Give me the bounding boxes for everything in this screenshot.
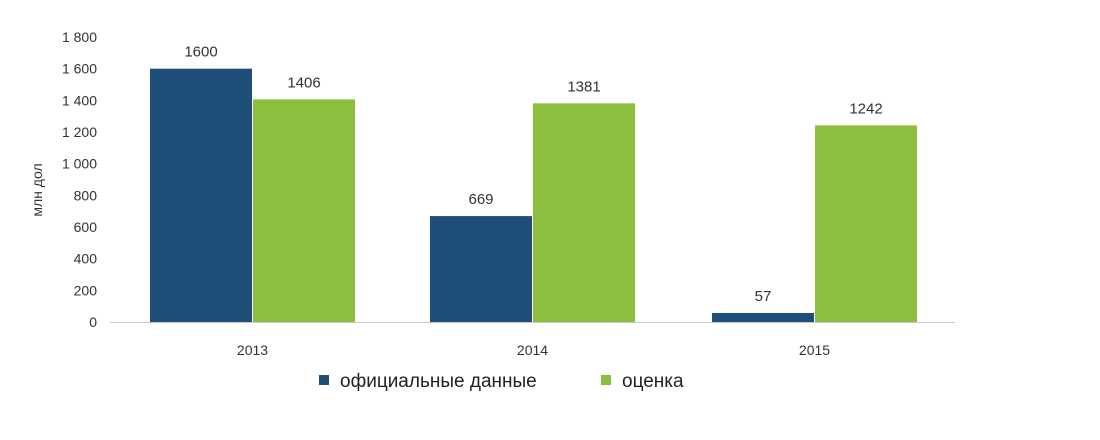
legend: официальные данные оценка bbox=[319, 371, 684, 392]
y-axis-title-group: млн дол bbox=[29, 163, 45, 216]
y-tick-label: 800 bbox=[74, 187, 98, 203]
y-tick-label: 600 bbox=[74, 219, 98, 235]
legend-label: официальные данные bbox=[340, 371, 537, 392]
x-axis-ticks: 2013 2014 2015 bbox=[237, 342, 830, 358]
x-tick-label: 2015 bbox=[799, 342, 830, 358]
bar-data-labels: 1600 1406 669 1381 57 1242 bbox=[184, 44, 882, 305]
bar-official-2014 bbox=[430, 216, 532, 322]
y-tick-label: 1 400 bbox=[62, 92, 97, 108]
bar-value-label: 1600 bbox=[184, 44, 217, 61]
x-tick-label: 2014 bbox=[517, 342, 548, 358]
y-tick-label: 1 000 bbox=[62, 156, 97, 172]
y-tick-label: 1 800 bbox=[62, 29, 97, 45]
bar-estimate-2013 bbox=[253, 99, 355, 322]
bar-value-label: 1406 bbox=[287, 74, 320, 91]
bar-value-label: 1381 bbox=[567, 78, 600, 95]
legend-label: оценка bbox=[622, 371, 684, 392]
bar-official-2013 bbox=[150, 68, 252, 323]
bars bbox=[150, 68, 917, 323]
bar-official-2015 bbox=[712, 312, 814, 322]
y-tick-label: 1 600 bbox=[62, 61, 97, 77]
bar-value-label: 57 bbox=[755, 288, 772, 305]
x-tick-label: 2013 bbox=[237, 342, 268, 358]
legend-swatch bbox=[319, 375, 329, 385]
bar-estimate-2015 bbox=[815, 125, 917, 322]
y-tick-label: 1 200 bbox=[62, 124, 97, 140]
legend-swatch bbox=[601, 375, 611, 385]
bar-value-label: 669 bbox=[468, 191, 493, 208]
y-axis-title: млн дол bbox=[29, 163, 45, 216]
y-tick-label: 200 bbox=[74, 282, 98, 298]
y-axis-ticks: 0 200 400 600 800 1 000 1 200 1 400 1 600 1 800 bbox=[62, 29, 97, 330]
bar-value-label: 1242 bbox=[849, 100, 882, 117]
y-tick-label: 400 bbox=[74, 251, 98, 267]
bar-estimate-2014 bbox=[533, 103, 635, 322]
y-tick-label: 0 bbox=[89, 314, 97, 330]
